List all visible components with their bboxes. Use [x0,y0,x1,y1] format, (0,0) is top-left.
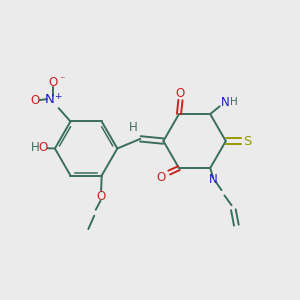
Text: O: O [31,94,40,107]
Text: H: H [31,141,40,154]
Text: ⁻: ⁻ [59,75,65,85]
Text: H: H [230,97,238,107]
Text: O: O [97,190,106,203]
Text: N: N [45,93,55,106]
Text: H: H [128,121,137,134]
Text: O: O [38,141,48,154]
Text: S: S [243,135,252,148]
Text: O: O [176,87,185,100]
Text: N: N [221,96,230,109]
Text: +: + [54,92,62,101]
Text: O: O [157,171,166,184]
Text: O: O [48,76,57,89]
Text: N: N [209,172,218,186]
